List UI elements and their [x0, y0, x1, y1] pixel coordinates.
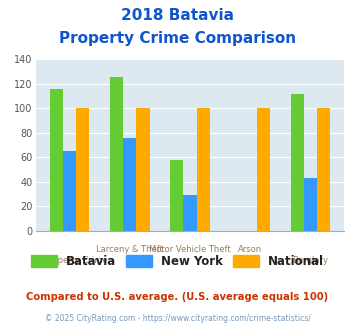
Text: 2018 Batavia: 2018 Batavia	[121, 8, 234, 23]
Bar	[197, 109, 210, 231]
Bar	[50, 89, 63, 231]
Bar	[317, 109, 330, 231]
Text: © 2025 CityRating.com - https://www.cityrating.com/crime-statistics/: © 2025 CityRating.com - https://www.city…	[45, 314, 310, 323]
Bar	[304, 178, 317, 231]
Text: Compared to U.S. average. (U.S. average equals 100): Compared to U.S. average. (U.S. average …	[26, 292, 329, 302]
Text: Larceny & Theft: Larceny & Theft	[96, 245, 163, 254]
Text: All Property Crime: All Property Crime	[31, 256, 108, 265]
Text: Arson: Arson	[238, 245, 262, 254]
Text: Property Crime Comparison: Property Crime Comparison	[59, 31, 296, 46]
Legend: Batavia, New York, National: Batavia, New York, National	[27, 252, 328, 272]
Bar	[76, 109, 89, 231]
Bar	[136, 109, 149, 231]
Bar	[290, 94, 304, 231]
Bar	[257, 109, 270, 231]
Bar	[170, 160, 183, 231]
Bar	[63, 151, 76, 231]
Text: Motor Vehicle Theft: Motor Vehicle Theft	[149, 245, 231, 254]
Text: Burglary: Burglary	[293, 256, 328, 265]
Bar	[110, 77, 123, 231]
Bar	[123, 138, 136, 231]
Bar	[183, 195, 197, 231]
